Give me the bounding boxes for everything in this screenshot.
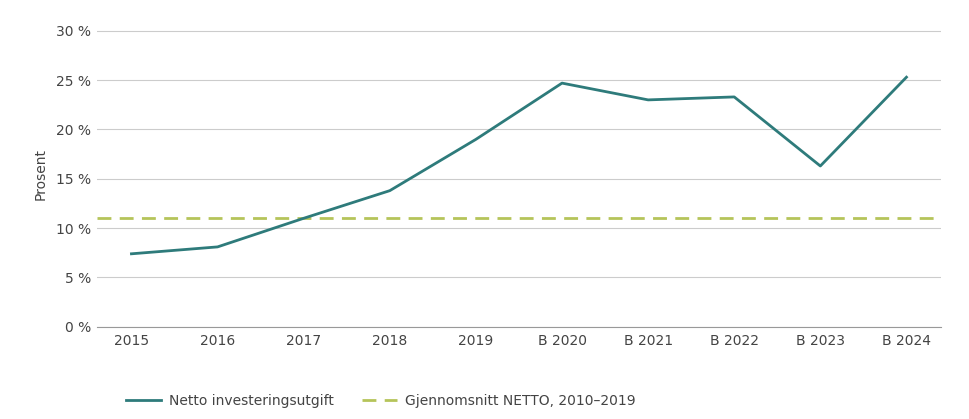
Y-axis label: Prosent: Prosent <box>34 148 47 200</box>
Legend: Netto investeringsutgift, Gjennomsnitt NETTO, 2010–2019: Netto investeringsutgift, Gjennomsnitt N… <box>121 389 641 414</box>
